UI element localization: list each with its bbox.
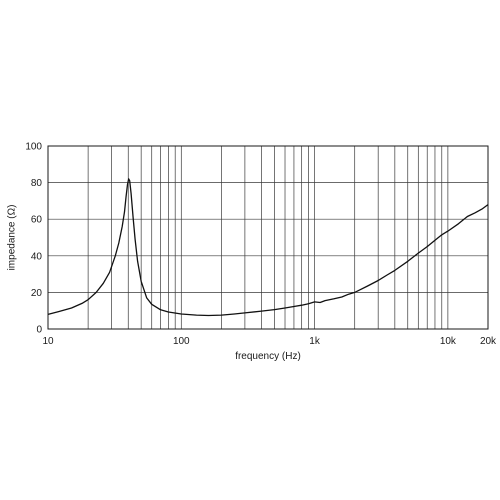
y-tick-label: 100 [25,142,42,153]
x-tick-label: 20k [480,336,497,347]
plot-frame [47,145,489,330]
y-tick-labels: 0 20 40 60 80 100 [25,142,42,336]
x-tick-labels: 10 100 1k 10k 20k [42,336,497,347]
impedance-curve [47,178,489,317]
y-tick-label: 80 [31,178,43,189]
x-tick-label: 100 [173,336,190,347]
y-tick-label: 0 [36,325,42,336]
x-tick-label: 10k [440,336,457,347]
y-axis-label: impedance (Ω) [7,205,18,271]
x-axis-label: frequency (Hz) [235,351,301,362]
x-tick-label: 1k [309,336,321,347]
y-tick-label: 60 [31,215,43,226]
grid [48,146,488,329]
y-tick-label: 40 [31,251,43,262]
x-tick-label: 10 [42,336,54,347]
y-tick-label: 20 [31,288,43,299]
